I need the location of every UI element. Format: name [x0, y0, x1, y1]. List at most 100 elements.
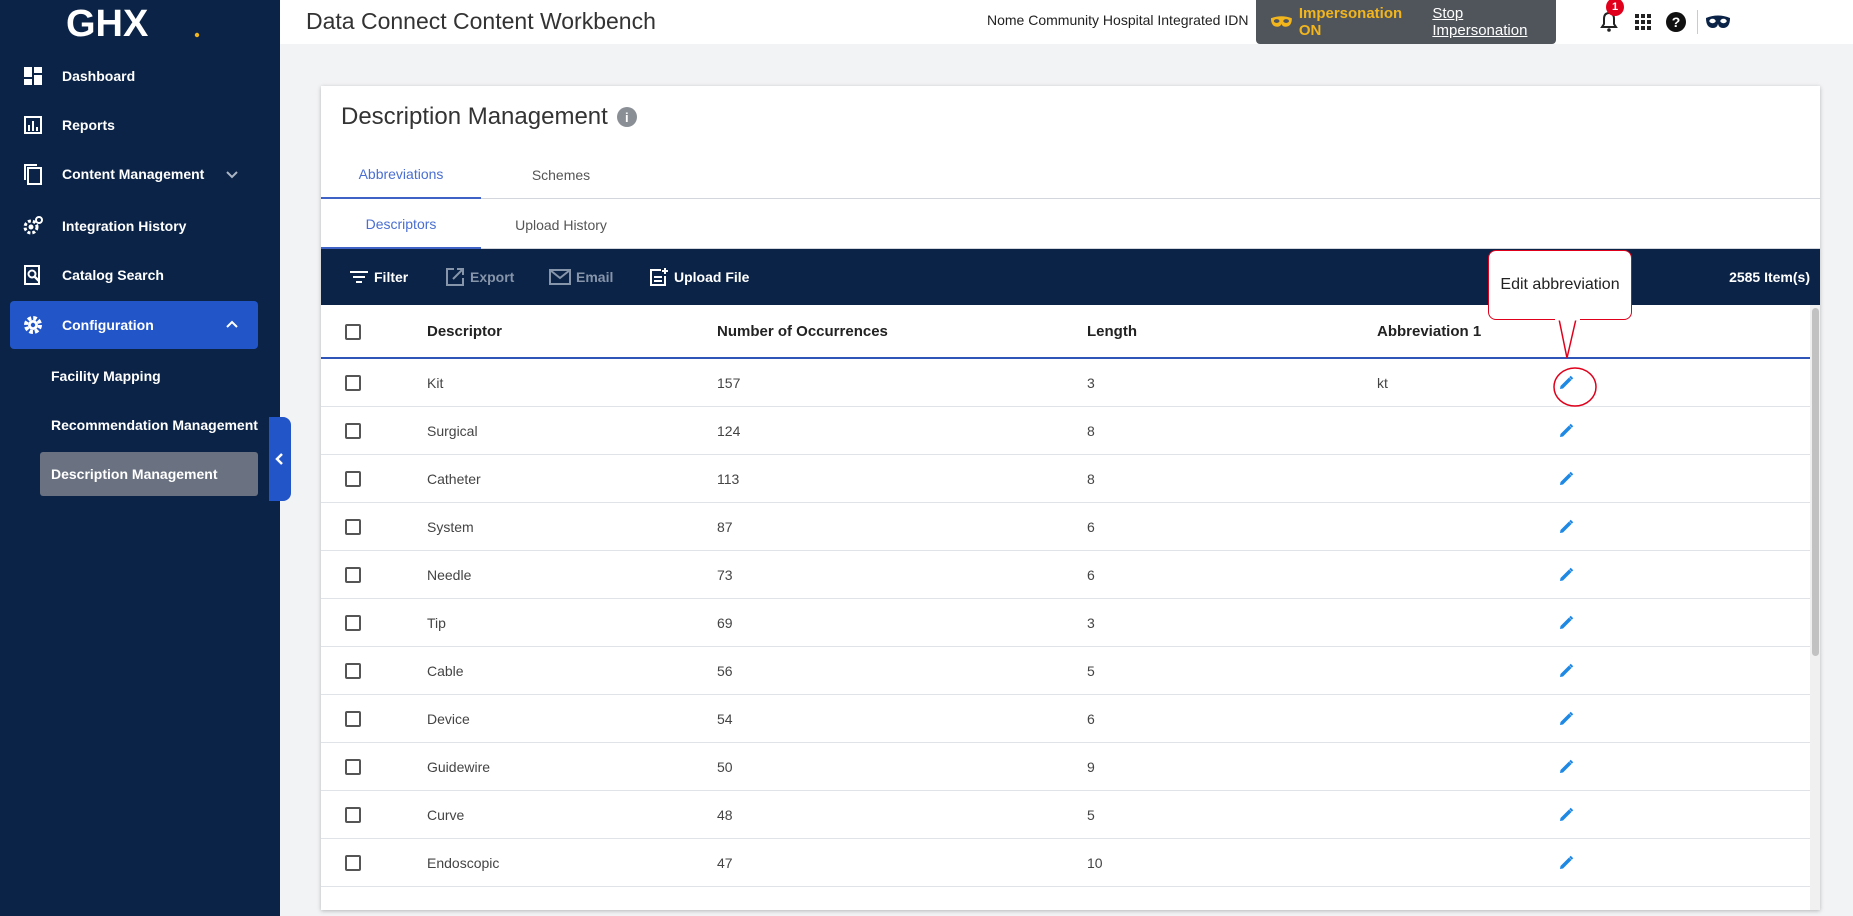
mask-icon [1270, 16, 1292, 27]
table-row[interactable]: Catheter 113 8 [321, 455, 1810, 503]
edit-abbreviation-icon[interactable] [1554, 467, 1578, 491]
primary-tabs: Abbreviations Schemes [321, 150, 1820, 199]
impersonate-mask-icon[interactable] [1704, 10, 1732, 34]
edit-abbreviation-icon[interactable] [1554, 419, 1578, 443]
tab-schemes[interactable]: Schemes [531, 166, 591, 183]
impersonation-banner: Impersonation ON Stop Impersonation [1256, 0, 1556, 44]
row-checkbox[interactable] [345, 855, 361, 871]
cell-length: 6 [1087, 518, 1095, 535]
cell-occurrences: 56 [717, 662, 733, 679]
cell-occurrences: 124 [717, 422, 741, 439]
row-checkbox[interactable] [345, 423, 361, 439]
edit-abbreviation-icon[interactable] [1554, 611, 1578, 635]
email-label: Email [576, 269, 614, 285]
sidebar-subitem-label: Facility Mapping [51, 368, 161, 384]
table-row[interactable]: Device 54 6 [321, 695, 1810, 743]
row-checkbox[interactable] [345, 711, 361, 727]
page-title-text: Description Management [341, 103, 608, 130]
table-row[interactable]: Tip 69 3 [321, 599, 1810, 647]
row-checkbox[interactable] [345, 663, 361, 679]
upload-file-button[interactable]: Upload File [649, 249, 749, 305]
edit-abbreviation-icon[interactable] [1554, 563, 1578, 587]
table-header-row: Descriptor Number of Occurrences Length … [321, 305, 1810, 359]
row-checkbox[interactable] [345, 759, 361, 775]
column-header-occurrences[interactable]: Number of Occurrences [717, 322, 888, 340]
tab-descriptors[interactable]: Descriptors [321, 200, 481, 249]
sidebar-subitem-recommendation-management[interactable]: Recommendation Management [40, 403, 258, 447]
tab-abbreviations[interactable]: Abbreviations [321, 150, 481, 199]
edit-abbreviation-icon[interactable] [1554, 707, 1578, 731]
cell-occurrences: 113 [717, 470, 740, 487]
table-row[interactable]: System 87 6 [321, 503, 1810, 551]
select-all-checkbox[interactable] [345, 324, 361, 340]
filter-button[interactable]: Filter [349, 249, 408, 305]
table-row[interactable]: Curve 48 5 [321, 791, 1810, 839]
column-header-length[interactable]: Length [1087, 322, 1137, 340]
help-icon[interactable]: ? [1664, 10, 1688, 34]
cell-length: 3 [1087, 614, 1095, 631]
sidebar-subitem-label: Recommendation Management [51, 417, 258, 433]
table-row[interactable]: Cable 56 5 [321, 647, 1810, 695]
descriptors-table: Descriptor Number of Occurrences Length … [321, 305, 1810, 887]
table-row[interactable]: Kit 157 3 kt [321, 359, 1810, 407]
sidebar-item-dashboard[interactable]: Dashboard [10, 52, 258, 100]
sidebar-item-integration-history[interactable]: Integration History [10, 202, 258, 250]
table-scrollbar-thumb[interactable] [1812, 308, 1819, 656]
sidebar-item-label: Integration History [62, 218, 187, 234]
edit-abbreviation-icon[interactable] [1554, 371, 1578, 395]
row-checkbox[interactable] [345, 567, 361, 583]
sidebar-collapse-button[interactable] [269, 417, 291, 501]
row-checkbox[interactable] [345, 807, 361, 823]
row-checkbox[interactable] [345, 375, 361, 391]
app-title: Data Connect Content Workbench [306, 8, 656, 34]
apps-grid-icon[interactable] [1631, 10, 1655, 34]
column-header-abbreviation-1[interactable]: Abbreviation 1 [1377, 322, 1482, 340]
export-button[interactable]: Export [445, 249, 514, 305]
edit-abbreviation-tooltip: Edit abbreviation [1488, 250, 1632, 320]
upload-file-icon [649, 267, 669, 287]
cell-length: 8 [1087, 470, 1095, 487]
sidebar-item-configuration[interactable]: Configuration [10, 301, 258, 349]
email-button[interactable]: Email [549, 249, 613, 305]
impersonation-status: Impersonation ON [1298, 5, 1403, 39]
sidebar-item-content-management[interactable]: Content Management [10, 150, 258, 198]
cell-descriptor: Catheter [427, 470, 481, 487]
edit-abbreviation-icon[interactable] [1554, 659, 1578, 683]
chevron-down-icon[interactable] [222, 164, 242, 184]
ghx-logo[interactable]: GHX [66, 2, 200, 42]
cell-occurrences: 157 [717, 374, 741, 391]
chevron-up-icon[interactable] [222, 315, 242, 335]
sidebar-subitem-facility-mapping[interactable]: Facility Mapping [40, 354, 258, 398]
edit-abbreviation-icon[interactable] [1554, 851, 1578, 875]
table-row[interactable]: Guidewire 50 9 [321, 743, 1810, 791]
cell-descriptor: Endoscopic [427, 854, 500, 871]
copy-icon [22, 163, 44, 185]
row-checkbox[interactable] [345, 519, 361, 535]
cell-descriptor: Guidewire [427, 758, 491, 775]
top-bar: Data Connect Content Workbench Nome Comm… [280, 0, 1853, 44]
svg-text:?: ? [1672, 14, 1681, 30]
cell-occurrences: 54 [717, 710, 733, 727]
table-row[interactable]: Surgical 124 8 [321, 407, 1810, 455]
sidebar-item-reports[interactable]: Reports [10, 101, 258, 149]
dashboard-icon [22, 65, 44, 87]
table-row[interactable]: Needle 73 6 [321, 551, 1810, 599]
sidebar-subitem-description-management[interactable]: Description Management [40, 452, 258, 496]
gear-icon [22, 314, 44, 336]
upload-file-label: Upload File [674, 269, 750, 285]
cell-descriptor: Tip [427, 614, 446, 631]
edit-abbreviation-icon[interactable] [1554, 515, 1578, 539]
tab-upload-history[interactable]: Upload History [515, 216, 607, 233]
annotation-callout [1553, 318, 1597, 407]
table-row[interactable]: Endoscopic 47 10 [321, 839, 1810, 887]
info-icon[interactable]: i [616, 107, 637, 127]
secondary-tabs: Descriptors Upload History [321, 200, 1820, 249]
row-checkbox[interactable] [345, 615, 361, 631]
sidebar-item-catalog-search[interactable]: Catalog Search [10, 251, 258, 299]
edit-abbreviation-icon[interactable] [1554, 803, 1578, 827]
stop-impersonation-link[interactable]: Stop Impersonation [1432, 5, 1528, 39]
edit-abbreviation-icon[interactable] [1554, 755, 1578, 779]
column-header-descriptor[interactable]: Descriptor [427, 322, 503, 340]
organization-name[interactable]: Nome Community Hospital Integrated IDN [987, 12, 1249, 28]
row-checkbox[interactable] [345, 471, 361, 487]
